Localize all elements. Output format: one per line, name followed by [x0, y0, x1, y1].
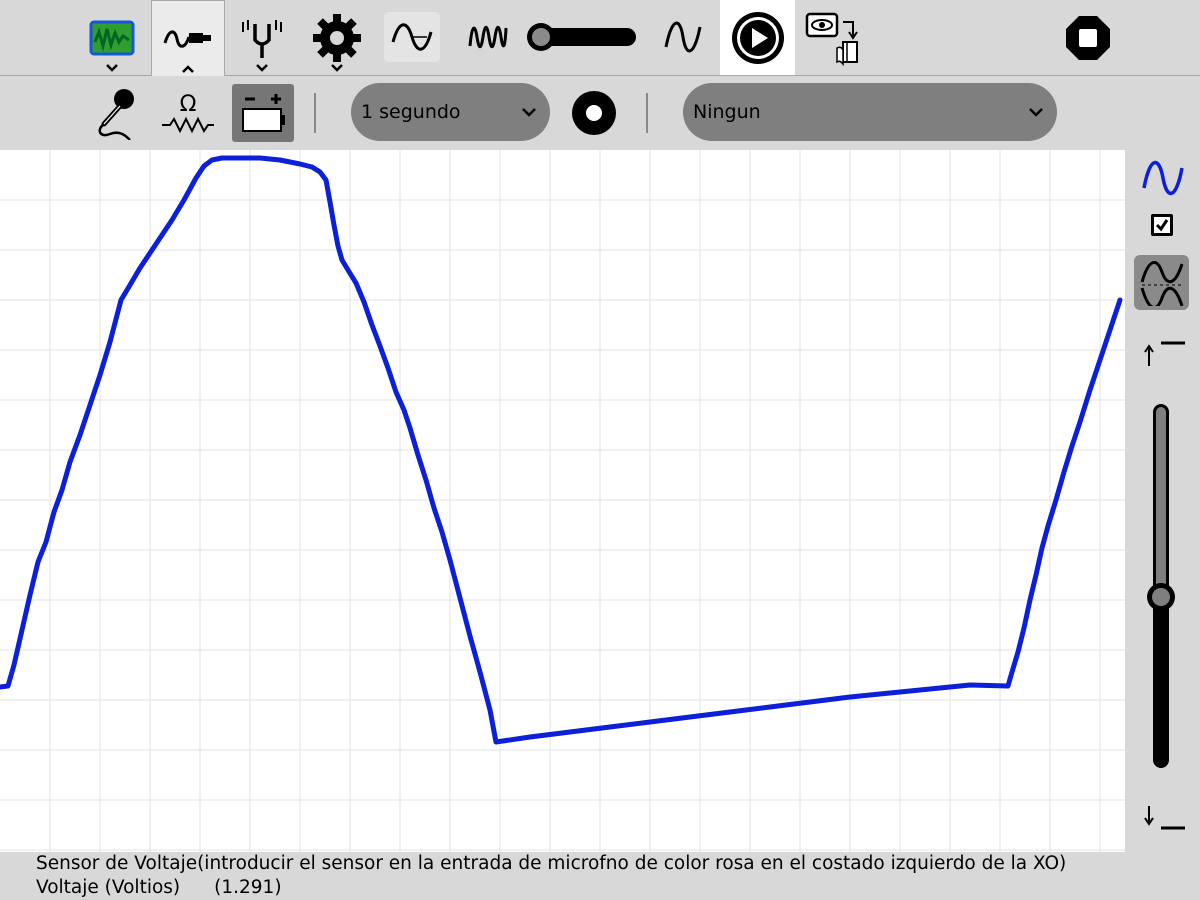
status-bar: Sensor de Voltaje(introducir el sensor e… — [0, 852, 1200, 900]
sensor-toolbar: Ω 1 segundo Ningun — [0, 76, 1200, 150]
sine-wave-icon — [1142, 161, 1184, 195]
sound-sensor-button[interactable] — [84, 82, 144, 144]
svg-text:Ω: Ω — [180, 92, 197, 117]
measurement-value: (1.291) — [214, 877, 282, 898]
gear-icon — [313, 13, 361, 62]
stop-button[interactable] — [1058, 10, 1118, 66]
oscilloscope-activity-icon — [89, 20, 135, 55]
frequency-waves-icon — [468, 25, 508, 49]
show-trace-checkbox[interactable] — [1149, 212, 1175, 238]
toolbar-separator — [314, 93, 316, 133]
oscilloscope-graph[interactable] — [0, 150, 1125, 852]
checkmark-icon — [1154, 217, 1170, 233]
resistance-sensor-button[interactable]: Ω — [158, 82, 218, 144]
microphone-icon — [98, 89, 134, 140]
checkbox-box — [1151, 214, 1173, 236]
sine-waveform-icon — [391, 23, 433, 51]
voltage-trace — [0, 155, 1123, 745]
chevron-down-icon — [1029, 108, 1043, 117]
voltage-sensor-button[interactable] — [232, 84, 294, 142]
interval-select[interactable]: 1 segundo — [351, 83, 550, 141]
interval-select-value: 1 segundo — [361, 101, 461, 123]
gain-slider[interactable] — [522, 16, 640, 58]
chevron-down-icon — [522, 108, 536, 117]
trace-style-button[interactable] — [656, 12, 710, 62]
sine-wave-icon — [664, 21, 702, 53]
sensor-description: Sensor de Voltaje(introducir el sensor e… — [36, 853, 1067, 874]
tuning-fork-icon — [242, 19, 282, 58]
main-toolbar — [0, 0, 1200, 77]
chevron-down-icon — [331, 64, 343, 72]
trigger-select-value: Ningun — [693, 101, 761, 123]
y-scale-slider-track — [1147, 404, 1175, 768]
reading-line: Voltaje (Voltios) (1.291) — [36, 876, 282, 900]
trace-color-indicator — [1135, 156, 1191, 200]
graph-canvas — [0, 150, 1125, 852]
measurement-label: Voltaje (Voltios) — [36, 877, 181, 898]
play-icon — [731, 11, 784, 64]
frequency-button[interactable] — [462, 12, 514, 62]
arrow-up-icon — [1144, 341, 1185, 366]
right-control-panel — [1125, 150, 1200, 852]
trigger-select[interactable]: Ningun — [683, 83, 1057, 141]
invert-wave-icon — [1140, 260, 1183, 306]
y-scale-slider[interactable] — [1147, 400, 1175, 770]
chevron-down-icon — [106, 64, 118, 72]
toolbar-separator — [646, 93, 648, 133]
voltage-battery-icon — [242, 94, 285, 132]
record-icon — [572, 91, 616, 135]
time-base-button[interactable] — [384, 12, 440, 62]
resistance-ohm-icon: Ω — [162, 92, 214, 134]
arrow-down-icon — [1144, 806, 1185, 830]
sensors-tab[interactable] — [151, 0, 225, 77]
chevron-down-icon — [256, 64, 268, 72]
graph-grid — [0, 150, 1125, 852]
scale-down-button[interactable] — [1137, 802, 1189, 838]
record-button[interactable] — [568, 88, 620, 138]
activity-button[interactable] — [80, 0, 144, 75]
sensor-probe-icon — [163, 30, 211, 48]
gain-slider-track — [527, 23, 636, 51]
play-button[interactable] — [720, 0, 795, 75]
scale-up-button[interactable] — [1137, 332, 1189, 368]
stop-icon — [1066, 16, 1110, 60]
snapshot-journal-icon — [805, 12, 858, 66]
snapshot-button[interactable] — [800, 6, 866, 68]
chevron-up-icon — [182, 65, 194, 73]
sound-tab[interactable] — [230, 0, 294, 75]
invert-trace-button[interactable] — [1134, 255, 1189, 310]
settings-tab[interactable] — [304, 0, 370, 75]
